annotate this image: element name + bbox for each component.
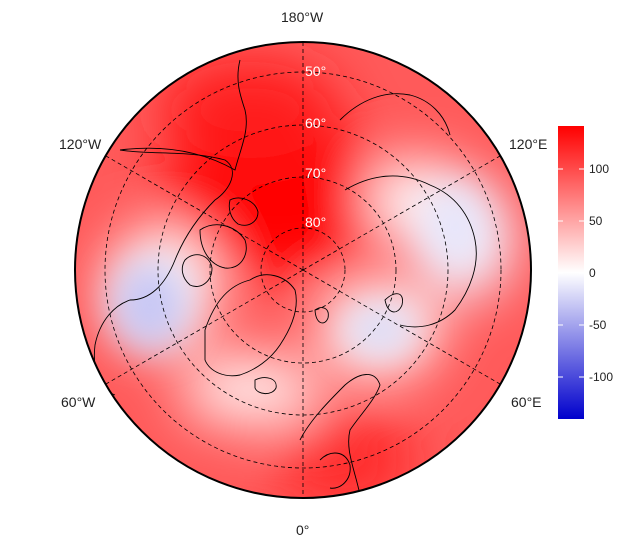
lat-label-50: 50°: [305, 63, 326, 79]
lat-label-70: 70°: [305, 165, 326, 181]
lon-label-lower-right: 60°E: [511, 394, 542, 410]
colorbar-label-neg50: -50: [589, 318, 607, 332]
field-low-siberia: [427, 185, 483, 265]
field-low-labrador: [112, 260, 188, 350]
lon-label-bottom: 0°: [296, 522, 310, 538]
lat-label-60: 60°: [305, 115, 326, 131]
colorbar-ticks: [558, 168, 584, 378]
map-boundary: [74, 41, 532, 499]
lat-label-80: 80°: [305, 214, 326, 230]
lon-label-upper-left: 120°W: [59, 136, 102, 152]
colorbar-label-neg100: -100: [589, 370, 614, 384]
lon-label-top: 180°W: [281, 9, 324, 25]
field-low-barents: [345, 305, 415, 355]
graticule: [104, 42, 502, 498]
lon-label-upper-right: 120°E: [509, 136, 548, 152]
colorbar-label-50: 50: [589, 214, 603, 228]
colorbar-label-100: 100: [589, 162, 610, 176]
field-peak-arctic: [160, 120, 400, 280]
coastlines: [93, 59, 477, 496]
colorbar-label-0: 0: [589, 266, 596, 280]
lon-label-lower-left: 60°W: [61, 394, 96, 410]
anomaly-field: [75, 42, 531, 498]
